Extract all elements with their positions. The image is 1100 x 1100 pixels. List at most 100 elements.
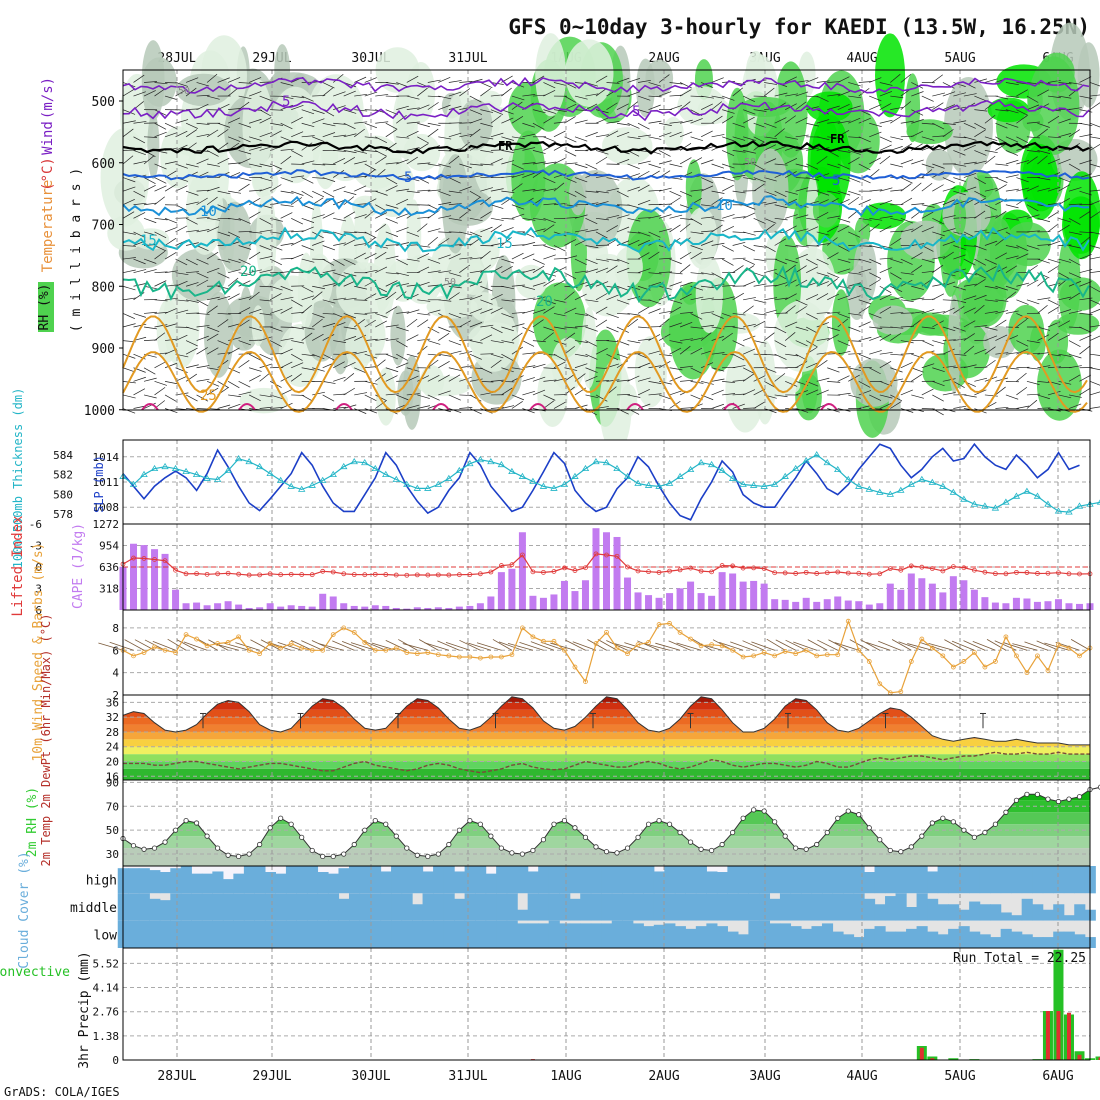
wind-barb: [679, 251, 692, 260]
wind-barb: [490, 94, 504, 97]
wind-barb: [701, 230, 715, 233]
wind-barb: [385, 338, 399, 341]
thickness-point: [266, 469, 274, 476]
wind-barb: [932, 135, 946, 138]
cloud-bar-middle: [832, 893, 844, 921]
wind-barb: [648, 299, 662, 305]
wind-barb: [585, 245, 599, 249]
wind-barb: [238, 381, 251, 388]
wind-speed-point: [204, 643, 210, 649]
wind-barb: [185, 258, 198, 266]
rh2m-point: [267, 825, 273, 831]
wind-barb: [774, 92, 788, 97]
rh-shade: [406, 62, 436, 123]
cloud-bar-high: [370, 866, 382, 894]
wind-barb: [1089, 308, 1100, 314]
wind-barb: [1037, 297, 1051, 301]
cape-bar: [571, 591, 579, 610]
wind-barb: [154, 88, 166, 97]
contour-label: 50: [178, 86, 190, 97]
wind-barb: [301, 332, 313, 341]
wind-barb: [701, 311, 715, 314]
wind-barb: [354, 160, 367, 165]
wind-barb: [1005, 255, 1019, 260]
wind-barb: [259, 132, 273, 138]
wind-barb: [732, 292, 745, 301]
cape-bar: [844, 600, 852, 610]
wind-barb: [480, 187, 493, 192]
thickness-point: [613, 464, 621, 472]
temp-band: [123, 731, 1090, 740]
wind-barb: [312, 391, 325, 396]
wind-barb: [963, 295, 977, 301]
wind-barb: [963, 122, 976, 129]
wind-barb: [743, 297, 756, 301]
wind-barb: [732, 353, 745, 361]
wind-barb: [301, 160, 315, 165]
wind-barb: [669, 299, 683, 304]
wind-barb: [806, 258, 818, 266]
wind-barb: [312, 109, 325, 114]
thickness-point: [308, 481, 316, 488]
wind-barb: [595, 319, 608, 328]
wind-barb: [869, 279, 881, 287]
contour-label: 5: [832, 173, 840, 189]
wind-barb: [1026, 156, 1038, 165]
wind-barb: [185, 347, 198, 355]
cloud-bar-high: [853, 866, 865, 894]
wind-barb: [291, 239, 304, 246]
contour-label: 5: [404, 170, 412, 186]
wind-barb: [427, 79, 441, 83]
rh2m-point: [761, 808, 767, 814]
wind-barb: [396, 326, 409, 332]
cloud-bar-high: [485, 873, 497, 894]
wind-barb: [984, 359, 996, 369]
wind-barb: [837, 313, 851, 319]
wind-barb: [774, 394, 788, 398]
li-point: [667, 568, 672, 574]
wind-barb: [206, 387, 219, 396]
wind-barb: [469, 322, 483, 328]
wind-barb: [1068, 231, 1082, 235]
wind-barb: [238, 245, 252, 250]
li-point: [1014, 569, 1019, 575]
wind-barb: [396, 353, 408, 361]
wind-barb: [1079, 387, 1091, 396]
wind-barb: [406, 293, 419, 301]
wind-barb: [511, 173, 525, 178]
wind-barb: [133, 190, 146, 198]
wind-barb: [196, 245, 209, 251]
wind-barb: [1089, 200, 1100, 206]
precip-total-bar: [1095, 1056, 1100, 1060]
rh2m-point: [866, 825, 872, 831]
wind-barb: [921, 136, 935, 141]
wind-barb: [616, 313, 631, 315]
wind-barb: [721, 245, 734, 252]
wind-barb: [848, 295, 861, 301]
wind-barb: [774, 340, 787, 348]
wind-barb: [133, 212, 146, 219]
wind-barb: [385, 218, 398, 224]
wind-barb: [532, 244, 546, 246]
cloud-bar-low: [212, 920, 224, 948]
wind-barb: [795, 80, 809, 83]
wind-barb: [574, 136, 588, 142]
wind-barb: [553, 401, 566, 409]
precip-tick: 2.76: [93, 1006, 120, 1019]
cloud-bar-high: [128, 868, 140, 894]
wind-barb: [1016, 299, 1029, 305]
cloud-bar-middle: [601, 893, 613, 921]
thickness-point: [518, 472, 527, 479]
wind-barb: [785, 136, 799, 140]
rh-shade: [677, 86, 726, 126]
wind-barb: [711, 217, 725, 222]
right-tick: 1014: [93, 451, 120, 464]
wind-barb: [869, 77, 882, 83]
cloud-bar-low: [874, 926, 886, 948]
wind-barb: [154, 381, 167, 386]
cloud-bar-low: [422, 920, 434, 948]
wind-barb: [259, 229, 273, 233]
rh-shade: [397, 370, 414, 416]
